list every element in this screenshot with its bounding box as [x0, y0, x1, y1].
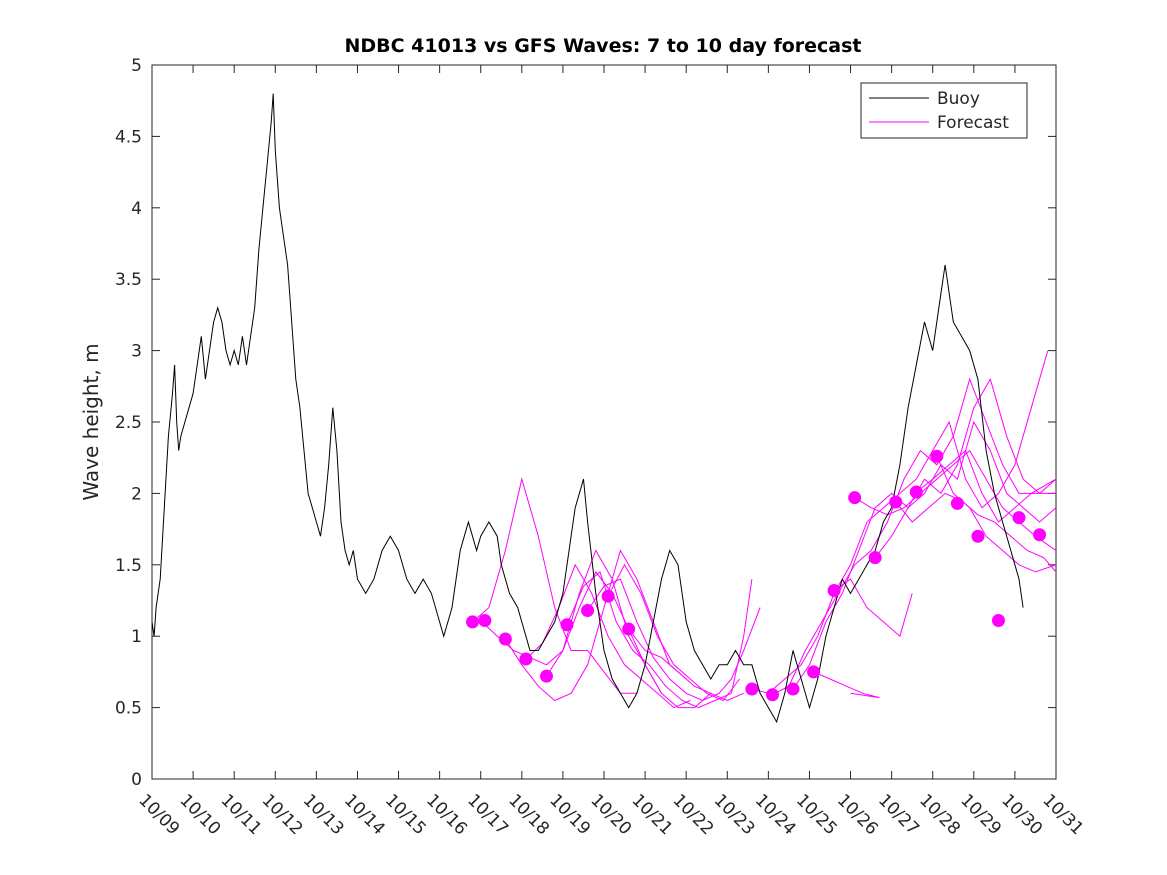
y-tick-label: 0 [131, 770, 142, 790]
x-tick-label: 10/18 [504, 790, 553, 839]
forecast-line [772, 377, 1056, 696]
forecast-marker [622, 622, 636, 636]
plot-area: 00.511.522.533.544.5510/0910/1010/1110/1… [115, 56, 1087, 839]
forecast-line [813, 671, 880, 699]
forecast-line [833, 578, 913, 638]
forecast-marker [1033, 528, 1047, 542]
forecast-line [525, 563, 691, 709]
x-tick-label: 10/17 [463, 790, 512, 839]
forecast-marker [807, 665, 821, 679]
x-tick-label: 10/09 [134, 790, 183, 839]
y-tick-label: 0.5 [115, 699, 142, 719]
x-tick-label: 10/22 [669, 790, 718, 839]
forecast-marker [745, 682, 759, 696]
y-tick-label: 2 [131, 484, 142, 504]
forecast-line [472, 477, 637, 694]
x-tick-label: 10/26 [833, 790, 882, 839]
x-tick-label: 10/30 [997, 790, 1046, 839]
legend-box [860, 82, 1028, 139]
forecast-marker [909, 485, 923, 499]
y-tick-label: 3.5 [115, 270, 142, 290]
forecast-marker [498, 632, 512, 646]
forecast-marker [868, 551, 882, 565]
forecast-marker [765, 688, 779, 702]
forecast-marker [827, 584, 841, 598]
legend-label-buoy: Buoy [937, 89, 980, 109]
x-tick-label: 10/25 [792, 790, 841, 839]
x-tick-label: 10/24 [751, 790, 800, 839]
x-tick-label: 10/19 [545, 790, 594, 839]
forecast-marker [991, 613, 1005, 627]
y-tick-label: 3 [131, 342, 142, 362]
y-tick-label: 1.5 [115, 556, 142, 576]
forecast-line [607, 563, 740, 702]
x-tick-label: 10/29 [956, 790, 1005, 839]
forecast-marker [930, 449, 944, 463]
x-tick-label: 10/14 [340, 790, 389, 839]
data-group [152, 93, 1056, 724]
forecast-line [504, 549, 687, 702]
forecast-line [587, 578, 761, 702]
y-tick-label: 4 [131, 199, 142, 219]
x-tick-label: 10/13 [299, 790, 348, 839]
y-tick-label: 4.5 [115, 127, 142, 147]
x-tick-label: 10/10 [176, 790, 225, 839]
legend: Buoy Forecast [860, 82, 1028, 139]
forecast-marker [478, 613, 492, 627]
forecast-line [566, 571, 753, 709]
forecast-marker [466, 615, 480, 629]
forecast-marker [1012, 511, 1026, 525]
forecast-line [895, 492, 1056, 573]
axes-box [151, 64, 1057, 780]
x-tick-label: 10/15 [381, 790, 430, 839]
forecast-line [936, 456, 1056, 573]
x-tick-label: 10/28 [915, 790, 964, 839]
forecast-marker [560, 618, 574, 632]
forecast-line [751, 350, 1049, 694]
y-tick-label: 1 [131, 627, 142, 647]
x-tick-label: 10/11 [217, 790, 266, 839]
forecast-marker [539, 669, 553, 683]
x-tick-label: 10/20 [586, 790, 635, 839]
x-tick-label: 10/23 [710, 790, 759, 839]
x-tick-label: 10/12 [258, 790, 307, 839]
legend-label-forecast: Forecast [937, 113, 1009, 133]
x-tick-label: 10/31 [1038, 790, 1087, 839]
buoy-line [152, 93, 1024, 724]
x-tick-label: 10/21 [628, 790, 677, 839]
forecast-marker [848, 491, 862, 505]
x-tick-label: 10/27 [874, 790, 923, 839]
chart-title: NDBC 41013 vs GFS Waves: 7 to 10 day for… [344, 35, 861, 57]
forecast-marker [519, 652, 533, 666]
forecast-marker [889, 495, 903, 509]
forecast-marker [581, 603, 595, 617]
y-axis-label: Wave height, m [79, 343, 103, 500]
forecast-marker [601, 589, 615, 603]
forecast-line [792, 420, 1056, 690]
y-tick-label: 5 [131, 56, 142, 76]
forecast-marker [786, 682, 800, 696]
forecast-marker [950, 496, 964, 510]
forecast-line [915, 449, 1056, 523]
y-tick-label: 2.5 [115, 413, 142, 433]
forecast-marker [971, 529, 985, 543]
forecast-line [874, 377, 1056, 559]
x-tick-label: 10/16 [422, 790, 471, 839]
